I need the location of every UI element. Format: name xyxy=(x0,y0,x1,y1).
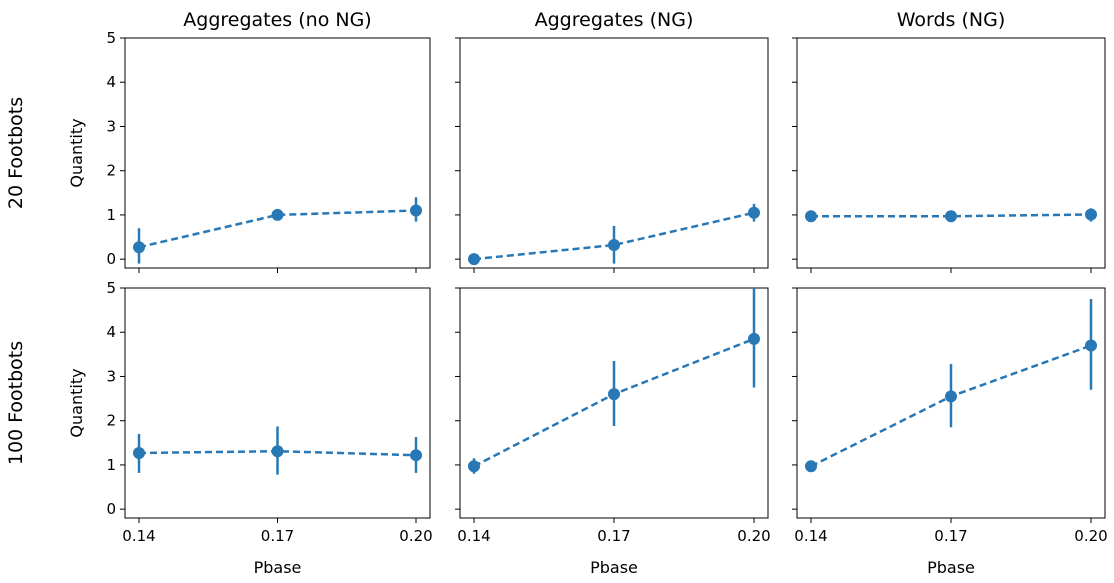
y-tick-label: 4 xyxy=(106,73,116,91)
y-tick-label: 1 xyxy=(106,206,116,224)
data-point xyxy=(748,332,760,345)
data-series xyxy=(805,208,1097,223)
data-point xyxy=(133,241,145,254)
x-axis-label: Pbase xyxy=(927,558,975,577)
y-tick-label: 3 xyxy=(106,367,116,385)
panel-frame xyxy=(124,287,431,519)
data-point xyxy=(1085,339,1097,352)
data-series xyxy=(468,288,760,474)
chart-panel: 0.14 0.17 0.20 Pbase xyxy=(455,287,771,577)
data-point xyxy=(748,206,760,219)
panel-frame xyxy=(124,37,431,269)
x-tick-label: 0.14 xyxy=(457,527,490,545)
y-tick-label: 2 xyxy=(106,162,116,180)
data-point xyxy=(468,253,480,266)
data-point xyxy=(608,388,620,401)
y-tick-label: 4 xyxy=(106,323,116,341)
series-line xyxy=(473,211,755,261)
y-tick-label: 5 xyxy=(106,279,116,297)
data-point xyxy=(133,446,145,459)
y-axis-label: Quantity xyxy=(67,118,86,187)
panels-layer: 0 1 2 3 4 5 Quantity 0 1 2 3 4 5 0.14 0.17 0.20 Quantity… xyxy=(67,29,1108,577)
data-series xyxy=(133,197,422,264)
x-axis-label: Pbase xyxy=(590,558,638,577)
column-title: Words (NG) xyxy=(897,9,1006,31)
panel-frame xyxy=(796,37,1106,269)
x-tick-label: 0.17 xyxy=(261,527,294,545)
column-title: Aggregates (no NG) xyxy=(183,9,371,31)
y-tick-label: 1 xyxy=(106,456,116,474)
chart-panel: 0 1 2 3 4 5 Quantity xyxy=(67,29,431,273)
titles-layer: Aggregates (no NG) Aggregates (NG) Words (… xyxy=(5,9,1005,465)
x-tick-label: 0.14 xyxy=(794,527,827,545)
data-point xyxy=(410,449,422,462)
data-series xyxy=(133,426,422,475)
chart-panel xyxy=(455,37,769,273)
series-line xyxy=(138,209,417,249)
x-tick-label: 0.17 xyxy=(934,527,967,545)
y-tick-label: 0 xyxy=(106,250,116,268)
chart-panel: 0.14 0.17 0.20 Pbase xyxy=(792,287,1108,577)
data-series xyxy=(468,203,760,266)
row-label: 20 Footbots xyxy=(5,97,27,209)
data-point xyxy=(1085,208,1097,221)
row-label: 100 Footbots xyxy=(5,341,27,465)
data-point xyxy=(271,208,284,221)
chart-panel xyxy=(792,37,1106,273)
data-series xyxy=(805,299,1097,473)
y-axis-label: Quantity xyxy=(67,368,86,437)
x-tick-label: 0.20 xyxy=(1074,527,1107,545)
data-point xyxy=(410,204,422,217)
data-point xyxy=(468,460,480,473)
data-point xyxy=(805,460,817,473)
column-title: Aggregates (NG) xyxy=(535,9,694,31)
data-point xyxy=(608,239,620,251)
data-point xyxy=(945,210,957,223)
data-point xyxy=(271,445,284,458)
series-line xyxy=(811,213,1092,218)
y-tick-label: 0 xyxy=(106,500,116,518)
y-tick-label: 2 xyxy=(106,412,116,430)
y-tick-label: 5 xyxy=(106,29,116,47)
chart-panel: 0 1 2 3 4 5 0.14 0.17 0.20 Quantity Pbase xyxy=(67,279,433,577)
data-point xyxy=(945,390,957,403)
x-tick-label: 0.17 xyxy=(597,527,630,545)
x-axis-label: Pbase xyxy=(254,558,302,577)
data-point xyxy=(805,210,817,223)
x-tick-label: 0.20 xyxy=(399,527,432,545)
y-tick-label: 3 xyxy=(106,117,116,135)
x-tick-label: 0.20 xyxy=(737,527,770,545)
x-tick-label: 0.14 xyxy=(122,527,155,545)
